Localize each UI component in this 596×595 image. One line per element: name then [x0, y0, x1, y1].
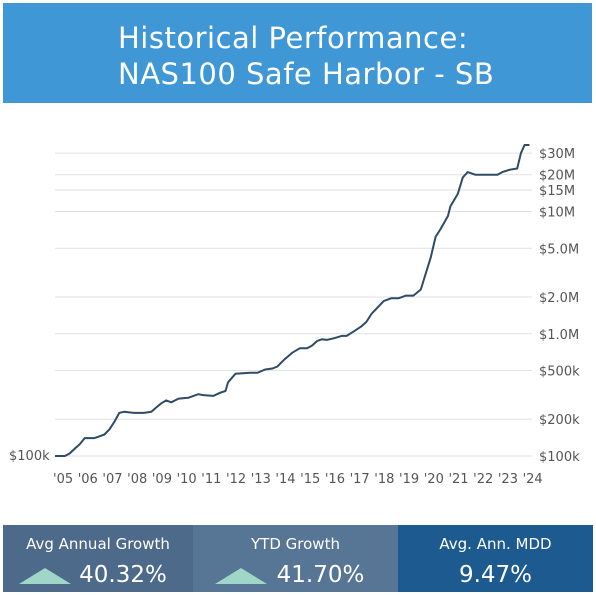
title-line-2: NAS100 Safe Harbor - SB — [118, 57, 495, 91]
x-tick-label: '11 — [201, 472, 221, 487]
stats-bar: Avg Annual Growth 40.32% YTD Growth 41.7… — [3, 525, 593, 592]
x-tick-label: '20 — [424, 472, 444, 487]
stat-label: Avg. Ann. MDD — [439, 535, 552, 553]
y-tick-label: $10M — [539, 206, 575, 221]
y-tick-label: $30M — [539, 147, 575, 162]
x-tick-label: '17 — [350, 472, 370, 487]
y-tick-label: $5.0M — [539, 242, 579, 257]
x-tick-label: '13 — [251, 472, 271, 487]
stat-label: YTD Growth — [251, 535, 340, 553]
x-tick-label: '08 — [127, 472, 147, 487]
chart-svg: $100k $200k $500k $1.0M $2.0M $5.0M $10M $15M$2… — [9, 144, 580, 487]
y-tick-label: $2.0M — [539, 291, 579, 306]
x-tick-label: '12 — [226, 472, 246, 487]
stat-ytd-growth: YTD Growth 41.70% — [193, 525, 398, 592]
stat-label: Avg Annual Growth — [26, 535, 170, 553]
x-tick-label: '18 — [374, 472, 394, 487]
stat-value: 40.32% — [79, 562, 167, 588]
up-triangle-icon — [19, 568, 71, 584]
x-tick-label: '15 — [300, 472, 320, 487]
x-tick-label: '05 — [53, 472, 73, 487]
up-triangle-icon — [215, 568, 267, 584]
x-tick-label: '10 — [177, 472, 197, 487]
x-tick-label: '09 — [152, 472, 172, 487]
stat-avg-ann-mdd: Avg. Ann. MDD 9.47% — [398, 525, 593, 592]
stat-value: 9.47% — [458, 562, 533, 588]
performance-chart: $100k $200k $500k $1.0M $2.0M $5.0M $10M $15M $2… — [0, 110, 596, 510]
x-tick-label: '16 — [325, 472, 345, 487]
y-tick-label: $200k — [539, 413, 580, 428]
y-tick-label: $100k — [539, 450, 580, 465]
start-value-label: $100k — [9, 449, 50, 464]
x-tick-label: '07 — [102, 472, 122, 487]
x-tick-label: '22 — [473, 472, 493, 487]
y-tick-label: $20M — [539, 169, 575, 184]
x-tick-label: '14 — [275, 472, 295, 487]
stat-value: 41.70% — [276, 562, 365, 588]
x-tick-label: '23 — [498, 472, 518, 487]
y-tick-label: $15M — [539, 184, 575, 199]
x-tick-label: '06 — [78, 472, 98, 487]
y-tick-label: $500k — [539, 365, 580, 380]
title-banner: Historical Performance: NAS100 Safe Harb… — [3, 3, 592, 103]
stat-avg-annual-growth: Avg Annual Growth 40.32% — [3, 525, 193, 592]
series-line — [55, 144, 530, 457]
x-tick-label: '24 — [523, 472, 543, 487]
y-tick-label: $1.0M — [539, 328, 579, 343]
x-tick-label: '19 — [399, 472, 419, 487]
title-line-1: Historical Performance: — [118, 21, 469, 55]
x-tick-label: '21 — [448, 472, 468, 487]
